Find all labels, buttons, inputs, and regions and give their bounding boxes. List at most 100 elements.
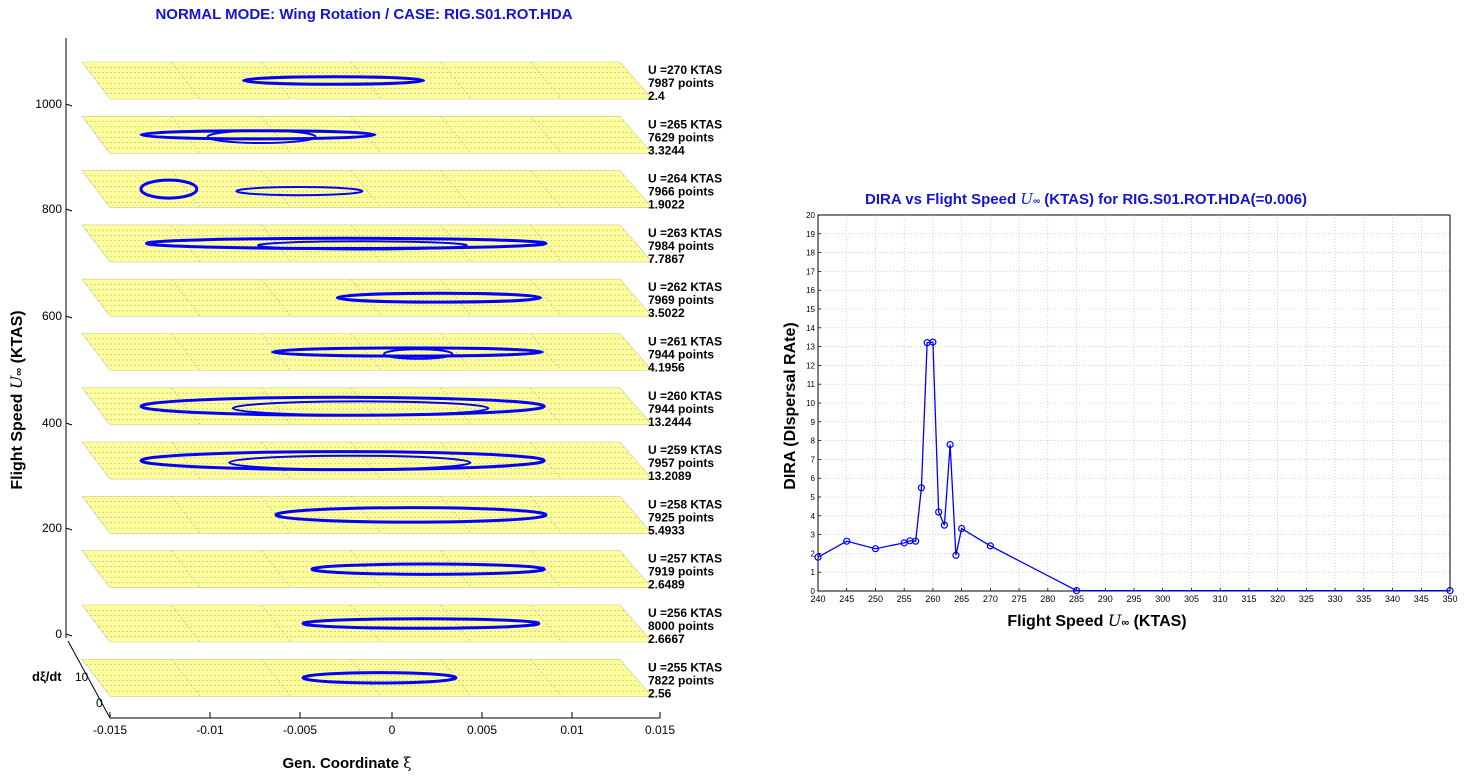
right-ytick-label: 9 (811, 418, 816, 427)
panel-dira-label: 5.4933 (648, 523, 685, 537)
left-xtick-label: 0 (389, 723, 396, 737)
right-x-label-unit: (KTAS) (1129, 613, 1186, 630)
panel-points-label: 7966 points (648, 185, 714, 199)
right-chart-title: DIRA vs Flight Speed U∞ (KTAS) for RIG.S… (865, 190, 1307, 208)
orbit-trace (310, 562, 546, 576)
dira-point (1446, 587, 1454, 595)
dira-point (952, 551, 960, 559)
right-xtick-label: 335 (1356, 594, 1371, 604)
panel-dira-label: 2.56 (648, 686, 672, 700)
right-ytick-label: 20 (806, 211, 815, 220)
left-3d-chart: NORMAL MODE: Wing Rotation / CASE: RIG.S… (7, 6, 722, 772)
dira-point (814, 553, 822, 561)
right-xtick-label: 315 (1241, 594, 1256, 604)
panel-dira-label: 2.6667 (648, 632, 685, 646)
left-x-axis-label-text: Gen. Coordinate (282, 755, 403, 772)
orbit-trace (235, 186, 364, 197)
right-ytick-label: 14 (806, 324, 815, 333)
panel-speed-label: U =257 KTAS (648, 552, 722, 566)
right-xtick-label: 275 (1012, 594, 1027, 604)
right-xtick-label: 250 (868, 594, 883, 604)
orbit-trace (335, 291, 543, 304)
right-ytick-label: 16 (806, 286, 815, 295)
panel-points-label: 7822 points (648, 673, 714, 687)
right-xtick-label: 310 (1213, 594, 1228, 604)
left-x-axis-label: Gen. Coordinate ξ (282, 754, 411, 772)
left-vtick-label: 200 (42, 521, 62, 535)
right-xtick-label: 340 (1385, 594, 1400, 604)
panel-dira-label: 3.5022 (648, 306, 685, 320)
panel-grid-line (440, 61, 472, 100)
left-x-ticks: -0.015 -0.01 -0.005 0 0.005 0.01 0.015 (93, 712, 675, 737)
panel-points-label: 7919 points (648, 565, 714, 579)
panel-grid-line (440, 496, 472, 534)
dira-point (1072, 587, 1081, 595)
right-ytick-label: 10 (806, 399, 815, 408)
dira-point (940, 521, 949, 529)
panel-speed-label: U =258 KTAS (648, 497, 722, 511)
left-vtick-label: 800 (42, 202, 62, 216)
right-ytick-label: 3 (811, 531, 816, 540)
left-chart-title: NORMAL MODE: Wing Rotation / CASE: RIG.S… (155, 6, 572, 23)
panel-points-label: 7969 points (648, 293, 714, 307)
panel-speed-label: U =263 KTAS (648, 226, 722, 240)
panel-speed-label: U =265 KTAS (648, 117, 722, 131)
dira-series-line (817, 341, 1450, 592)
panel-points-label: 7987 points (648, 76, 714, 90)
panel-points-label: 7984 points (648, 239, 714, 253)
panel-grid-line (530, 333, 562, 371)
right-ytick-label: 8 (811, 437, 816, 446)
right-xtick-label: 305 (1184, 594, 1199, 604)
left-y-axis-label: Flight Speed U∞ (KTAS) (7, 310, 26, 489)
left-vtick-label: 0 (55, 627, 62, 641)
right-line-chart: DIRA vs Flight Speed U∞ (KTAS) for RIG.S… (782, 190, 1458, 630)
right-xtick-label: 330 (1328, 594, 1343, 604)
panel-dira-label: 7.7867 (648, 252, 685, 266)
panel-grid-line (440, 279, 472, 317)
right-x-ticks: 240 245 250 255 260 265 270 275 280 285 290 295 300 3… (810, 588, 1458, 604)
right-grid (818, 215, 1450, 591)
dira-point (986, 542, 994, 550)
orbit-trace (242, 75, 426, 86)
left-vtick-mark (65, 527, 73, 531)
left-vtick-mark (65, 633, 73, 637)
dira-point (871, 545, 880, 553)
right-xtick-label: 265 (954, 594, 969, 604)
right-ytick-label: 7 (811, 455, 816, 464)
right-xtick-label: 245 (839, 594, 854, 604)
panel-dira-label: 3.3244 (648, 143, 685, 157)
right-ytick-label: 18 (806, 249, 815, 258)
dira-point (843, 537, 851, 545)
orbit-trace (383, 348, 454, 360)
dira-point (917, 484, 926, 492)
panel-speed-label: U =262 KTAS (648, 280, 722, 294)
right-xtick-label: 350 (1442, 594, 1457, 604)
panel-grid-line (530, 659, 562, 697)
panel-dira-label: 13.2444 (648, 415, 692, 429)
dira-point (958, 524, 966, 533)
panel-dira-label: 13.2089 (648, 469, 692, 483)
left-vtick-label: 400 (42, 416, 62, 430)
right-ytick-label: 19 (806, 230, 815, 239)
left-xtick-label: 0.01 (560, 723, 584, 737)
left-ztick-label: 0 (96, 696, 103, 710)
right-xtick-label: 285 (1069, 594, 1084, 604)
panel-speed-label: U =256 KTAS (648, 606, 722, 620)
right-ytick-label: 4 (811, 512, 816, 521)
left-xtick-label: -0.015 (93, 723, 127, 737)
right-xtick-label: 300 (1155, 594, 1170, 604)
right-xtick-label: 295 (1126, 594, 1141, 604)
right-ytick-label: 0 (811, 587, 816, 596)
left-xtick-label: -0.005 (283, 723, 317, 737)
right-ytick-label: 11 (807, 380, 816, 389)
left-vtick-mark (65, 208, 73, 212)
dira-point (935, 508, 943, 516)
